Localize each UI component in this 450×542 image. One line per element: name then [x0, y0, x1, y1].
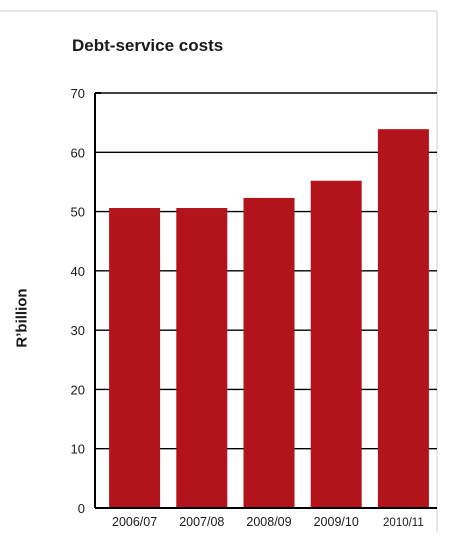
y-tick-label: 50	[71, 205, 85, 220]
y-tick-label: 30	[71, 323, 85, 338]
chart-title: Debt-service costs	[72, 36, 224, 55]
y-tick-label: 40	[71, 264, 85, 279]
x-tick-label: 2007/08	[179, 515, 224, 529]
x-tick-labels: 2006/07 2007/08 2008/09 2009/10 2010/11	[112, 515, 424, 529]
x-tick-label: 2008/09	[246, 515, 291, 529]
x-tick-label: 2009/10	[314, 515, 359, 529]
x-tick-label: 2006/07	[112, 515, 157, 529]
bar	[109, 208, 161, 508]
y-tick-label: 60	[71, 145, 85, 160]
bar	[377, 129, 429, 508]
bar	[310, 180, 362, 508]
y-tick-label: 20	[71, 382, 85, 397]
y-tick-label: 10	[71, 442, 85, 457]
bars	[109, 129, 429, 508]
y-tick-labels: 0 10 20 30 40 50 60 70	[71, 86, 85, 516]
bar	[243, 197, 295, 508]
bar	[176, 208, 228, 508]
x-tick-label: 2010/11	[383, 517, 424, 529]
y-tick-label: 70	[71, 86, 85, 101]
y-tick-label: 0	[78, 501, 85, 516]
axes	[94, 92, 437, 509]
